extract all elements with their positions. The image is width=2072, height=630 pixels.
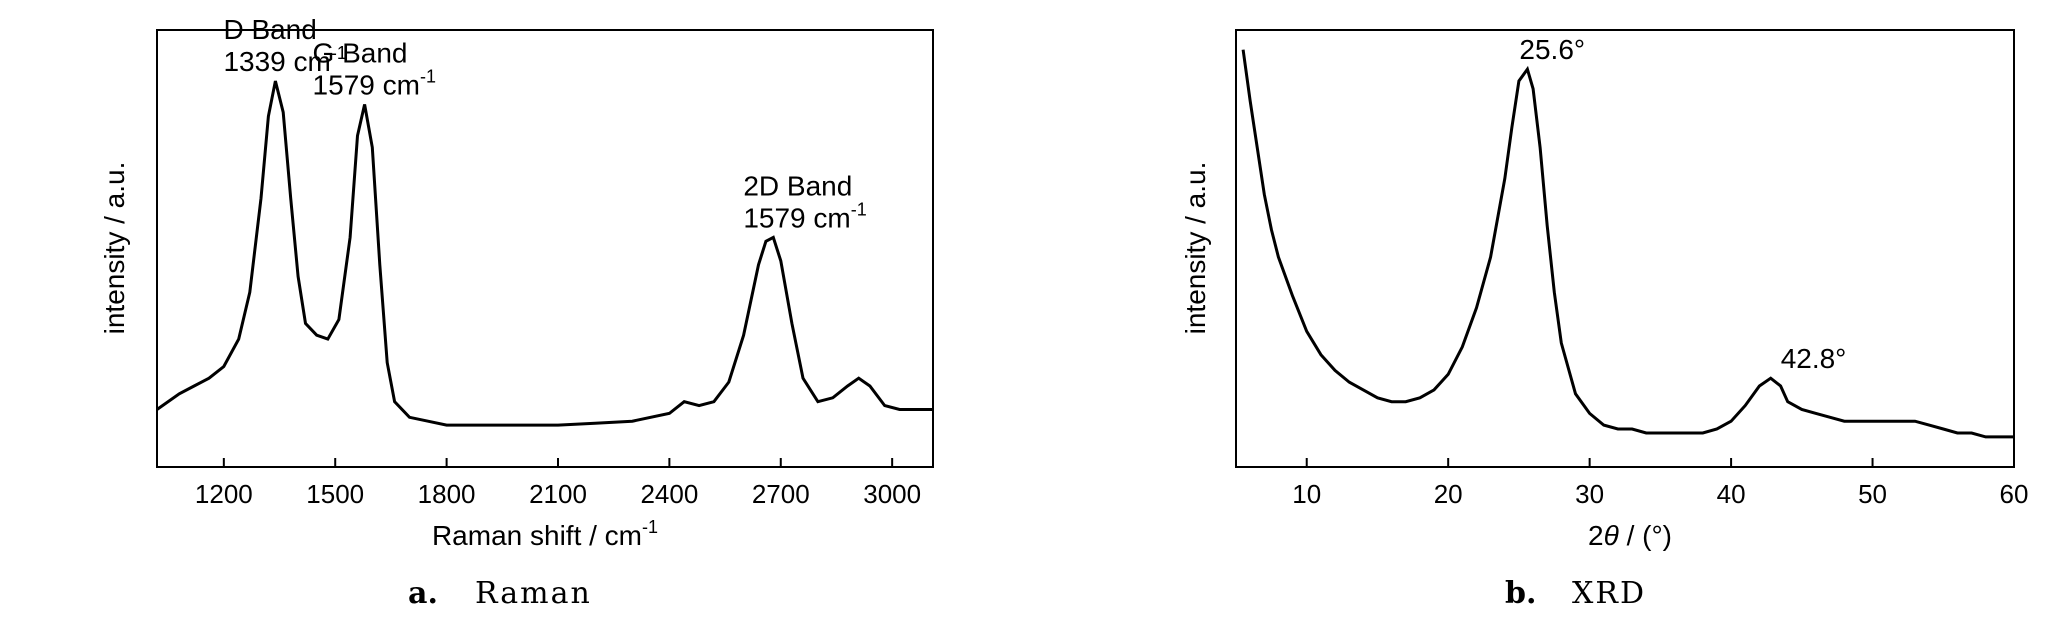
xrd-caption: XRD: [1572, 576, 1646, 611]
xrd-plot-frame: [1235, 29, 2015, 468]
raman-peak-annotation: D Band: [223, 14, 316, 45]
raman-x-tick-label: 3000: [863, 479, 921, 509]
xrd-peak-annotation: 42.8°: [1781, 343, 1847, 374]
raman-caption: Raman: [475, 576, 592, 611]
xrd-x-tick-label: 30: [1575, 479, 1604, 509]
raman-peak-annotation: 1579 cm-1: [743, 199, 866, 233]
xrd-x-tick-label: 60: [2000, 479, 2029, 509]
raman-panel: 1200 1500 1800 2100 2400 2700 3000 D Band1339 …: [99, 14, 934, 611]
xrd-annotations: 25.6° 42.8°: [1519, 34, 1846, 374]
xrd-x-axis-label: 2θ / (°): [1588, 520, 1672, 551]
raman-peak-annotation: 2D Band: [743, 170, 852, 201]
raman-x-tick-label: 1800: [418, 479, 476, 509]
raman-plot-frame: [156, 29, 934, 468]
raman-x-axis-label: Raman shift / cm-1: [432, 517, 658, 551]
raman-x-tick-label: 1500: [306, 479, 364, 509]
raman-x-ticks: 1200 1500 1800 2100 2400 2700 3000: [195, 458, 921, 509]
raman-x-tick-label: 1200: [195, 479, 253, 509]
xrd-x-tick-label: 20: [1434, 479, 1463, 509]
xrd-x-tick-label: 50: [1858, 479, 1887, 509]
raman-x-tick-label: 2100: [529, 479, 587, 509]
raman-spectrum-line: [156, 80, 933, 427]
xrd-panel-label: b.: [1505, 576, 1536, 611]
raman-panel-label: a.: [408, 576, 438, 611]
raman-peak-annotation: G Band: [313, 37, 408, 68]
xrd-peak-annotation: 25.6°: [1519, 34, 1585, 65]
raman-peak-annotation: 1339 cm-1: [223, 43, 346, 77]
xrd-y-axis-label: intensity / a.u.: [1180, 162, 1211, 335]
xrd-x-ticks: 10 20 30 40 50 60: [1292, 458, 2028, 509]
raman-x-tick-label: 2400: [640, 479, 698, 509]
xrd-pattern-line: [1241, 49, 2014, 439]
xrd-panel: 10 20 30 40 50 60 25.6° 42.8° 2θ / (°) intensi…: [1180, 29, 2028, 611]
xrd-x-tick-label: 10: [1292, 479, 1321, 509]
raman-y-axis-label: intensity / a.u.: [99, 162, 130, 335]
raman-x-tick-label: 2700: [752, 479, 810, 509]
xrd-x-tick-label: 40: [1717, 479, 1746, 509]
raman-peak-annotation: 1579 cm-1: [313, 66, 436, 100]
